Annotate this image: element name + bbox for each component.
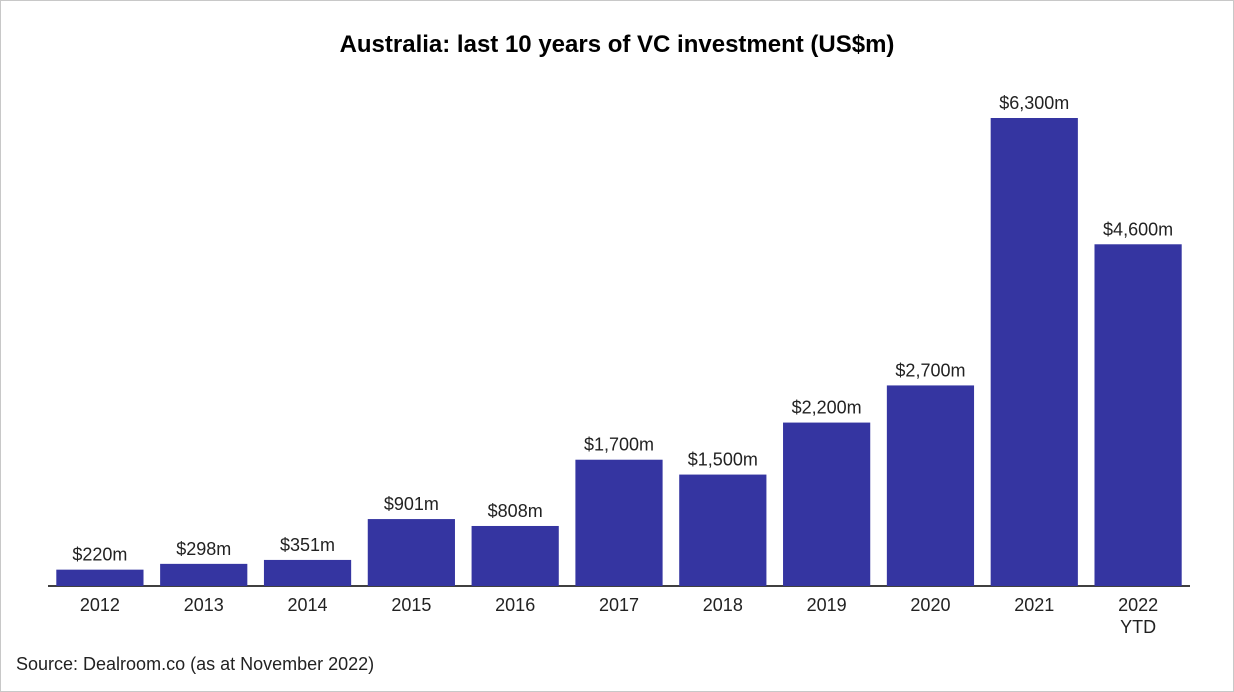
bar [990,118,1078,586]
value-label: $6,300m [999,93,1069,113]
bar [679,474,767,586]
value-label: $1,700m [584,435,654,455]
x-tick-label: 2013 [184,595,224,615]
source-note: Source: Dealroom.co (as at November 2022… [16,654,374,674]
x-tick-label: 2019 [807,595,847,615]
value-label: $220m [72,545,127,565]
bar [56,569,144,586]
value-label: $901m [384,494,439,514]
bar [263,559,352,586]
x-tick-label: 2017 [599,595,639,615]
bar [575,459,663,586]
bar [1094,244,1182,587]
value-label: $2,700m [895,360,965,380]
bar [471,525,559,586]
value-label: $298m [176,539,231,559]
x-tick-label: 2016 [495,595,535,615]
x-tick-label: 2022 YTD [1118,595,1158,637]
value-label: $4,600m [1103,219,1173,239]
x-tick-label: 2014 [288,595,328,615]
value-label: $351m [280,535,335,555]
value-label: $808m [488,501,543,521]
value-label: $1,500m [688,450,758,470]
x-tick-label: 2015 [391,595,431,615]
x-tick-label: 2020 [910,595,950,615]
bar [886,385,975,586]
x-tick-label: 2021 [1014,595,1054,615]
chart-title: Australia: last 10 years of VC investmen… [340,31,895,58]
bar [783,422,871,586]
bar [367,519,455,586]
x-tick-label: 2018 [703,595,743,615]
bar [160,563,248,586]
x-tick-label: 2012 [80,595,120,615]
value-label: $2,200m [792,398,862,418]
